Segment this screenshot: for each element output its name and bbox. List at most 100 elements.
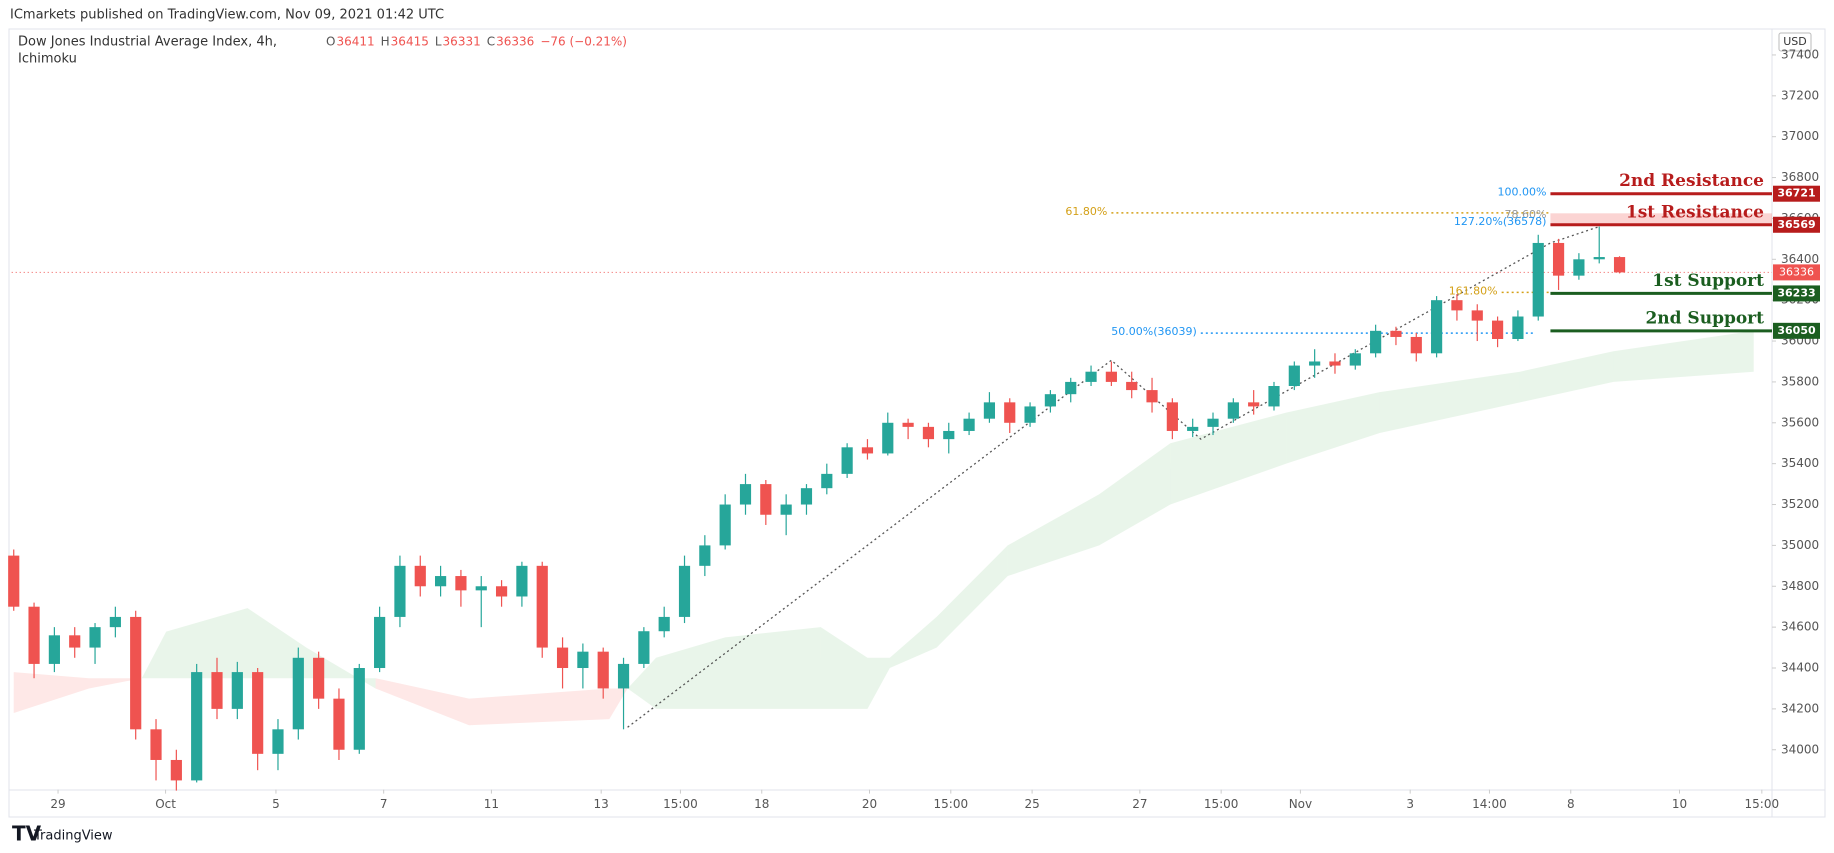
candle-body <box>963 418 975 431</box>
candle-body <box>739 484 752 505</box>
level-price-box <box>1773 216 1820 233</box>
x-tick-label: 15:00 <box>663 797 698 811</box>
currency: USD <box>1783 35 1807 48</box>
ichimoku-cloud <box>936 545 1008 648</box>
candle-body <box>861 447 874 454</box>
ichimoku-cloud <box>656 637 726 709</box>
candle-body <box>313 657 325 699</box>
candle-body <box>435 576 447 587</box>
level-price: 36233 <box>1777 286 1815 299</box>
ohlc-key: L <box>435 35 442 49</box>
chart-frame <box>8 28 1826 818</box>
ichimoku-cloud <box>469 688 610 726</box>
x-tick-label: 27 <box>1132 797 1147 811</box>
x-tick-label: 15:00 <box>1204 797 1239 811</box>
candle-body <box>1451 300 1463 311</box>
candle-body <box>1288 365 1300 387</box>
candle-body <box>922 426 935 440</box>
x-tick-label: 15:00 <box>934 797 969 811</box>
fib-label: 50.00%(36039) <box>1111 325 1197 338</box>
ichimoku-cloud <box>1286 392 1380 464</box>
candle-body <box>1349 353 1361 366</box>
y-tick-label: 35800 <box>1781 374 1819 388</box>
ichimoku-cloud <box>725 627 821 709</box>
ichimoku-cloud <box>1519 351 1614 403</box>
level-price-box <box>1773 285 1820 302</box>
candle-body <box>1309 361 1321 366</box>
candle-body <box>699 545 711 566</box>
candle-body <box>252 672 264 754</box>
candle-body <box>191 672 203 781</box>
y-tick-label: 34200 <box>1781 701 1819 715</box>
y-tick-label: 37200 <box>1781 88 1819 102</box>
fib-label: 161.80% <box>1449 284 1498 297</box>
candle-body <box>1552 242 1565 276</box>
candle-body <box>638 631 650 664</box>
candle-body <box>943 430 955 440</box>
fib-trend-path <box>627 225 1600 728</box>
x-tick-label: 11 <box>484 797 499 811</box>
ohlc-key: H <box>381 35 390 49</box>
candle-body <box>1512 316 1524 340</box>
candle-body <box>272 729 284 754</box>
x-tick-label: 29 <box>50 797 65 811</box>
y-tick-label: 37000 <box>1781 129 1819 143</box>
ichimoku-cloud <box>1613 330 1754 382</box>
ichimoku-cloud <box>306 647 376 689</box>
ichimoku-cloud <box>867 657 890 709</box>
x-tick-label: 20 <box>862 797 877 811</box>
candle-body <box>1187 426 1199 431</box>
candle-body <box>841 447 853 474</box>
candle-body <box>1593 257 1605 260</box>
candle-body <box>1491 320 1504 340</box>
y-tick-label: 34600 <box>1781 620 1819 634</box>
candle-body <box>1085 371 1097 382</box>
x-tick-label: 18 <box>754 797 769 811</box>
y-tick-label: 35400 <box>1781 456 1819 470</box>
currency-box <box>1778 32 1812 52</box>
level-price: 36050 <box>1777 324 1816 337</box>
ichimoku-cloud <box>141 631 167 679</box>
ichimoku-cloud <box>820 627 868 709</box>
level-price: 36721 <box>1777 187 1815 200</box>
x-tick-label: 10 <box>1672 797 1687 811</box>
candle-body <box>617 663 630 689</box>
candle-body <box>1573 259 1585 276</box>
level-price: 36569 <box>1777 218 1815 231</box>
candle-body <box>69 635 81 648</box>
ichimoku-cloud <box>1170 412 1287 505</box>
level-name: 2nd Support <box>1645 308 1764 328</box>
fib-label: 127.20%(36578) <box>1454 215 1547 228</box>
fib-label: 61.80% <box>1065 205 1107 218</box>
brand: TradingView <box>33 829 113 844</box>
ichimoku-cloud <box>1007 494 1100 577</box>
y-tick-label: 34400 <box>1781 661 1819 675</box>
candle-body <box>28 606 40 664</box>
ichimoku-cloud <box>1099 443 1171 546</box>
fib-label: 100.00% <box>1497 186 1546 199</box>
candle-body <box>597 651 609 689</box>
chart-title: Dow Jones Industrial Average Index, 4h, <box>18 35 277 50</box>
candle-body <box>1227 402 1239 419</box>
y-tick-label: 35000 <box>1781 538 1819 552</box>
level-name: 2nd Resistance <box>1619 171 1764 191</box>
brand-logo: 𝗧𝗩 <box>12 822 42 846</box>
candle-body <box>1207 418 1219 427</box>
level-name: 1st Support <box>1652 271 1764 291</box>
candle-body <box>8 555 20 607</box>
candle-body <box>1268 386 1280 407</box>
candle-body <box>1431 300 1443 354</box>
fib-label: 78.60% <box>1504 208 1546 221</box>
y-tick-label: 35600 <box>1781 415 1819 429</box>
candle-body <box>1044 394 1056 407</box>
candle-body <box>658 616 670 632</box>
candle-body <box>719 504 731 546</box>
ichimoku-cloud <box>1379 371 1520 434</box>
candle-body <box>760 484 772 515</box>
candle-body <box>800 488 813 505</box>
candle-body <box>495 586 508 597</box>
candle-body <box>1248 402 1260 407</box>
publisher: ICmarkets published on TradingView.com, … <box>10 8 444 23</box>
candle-body <box>455 576 467 591</box>
